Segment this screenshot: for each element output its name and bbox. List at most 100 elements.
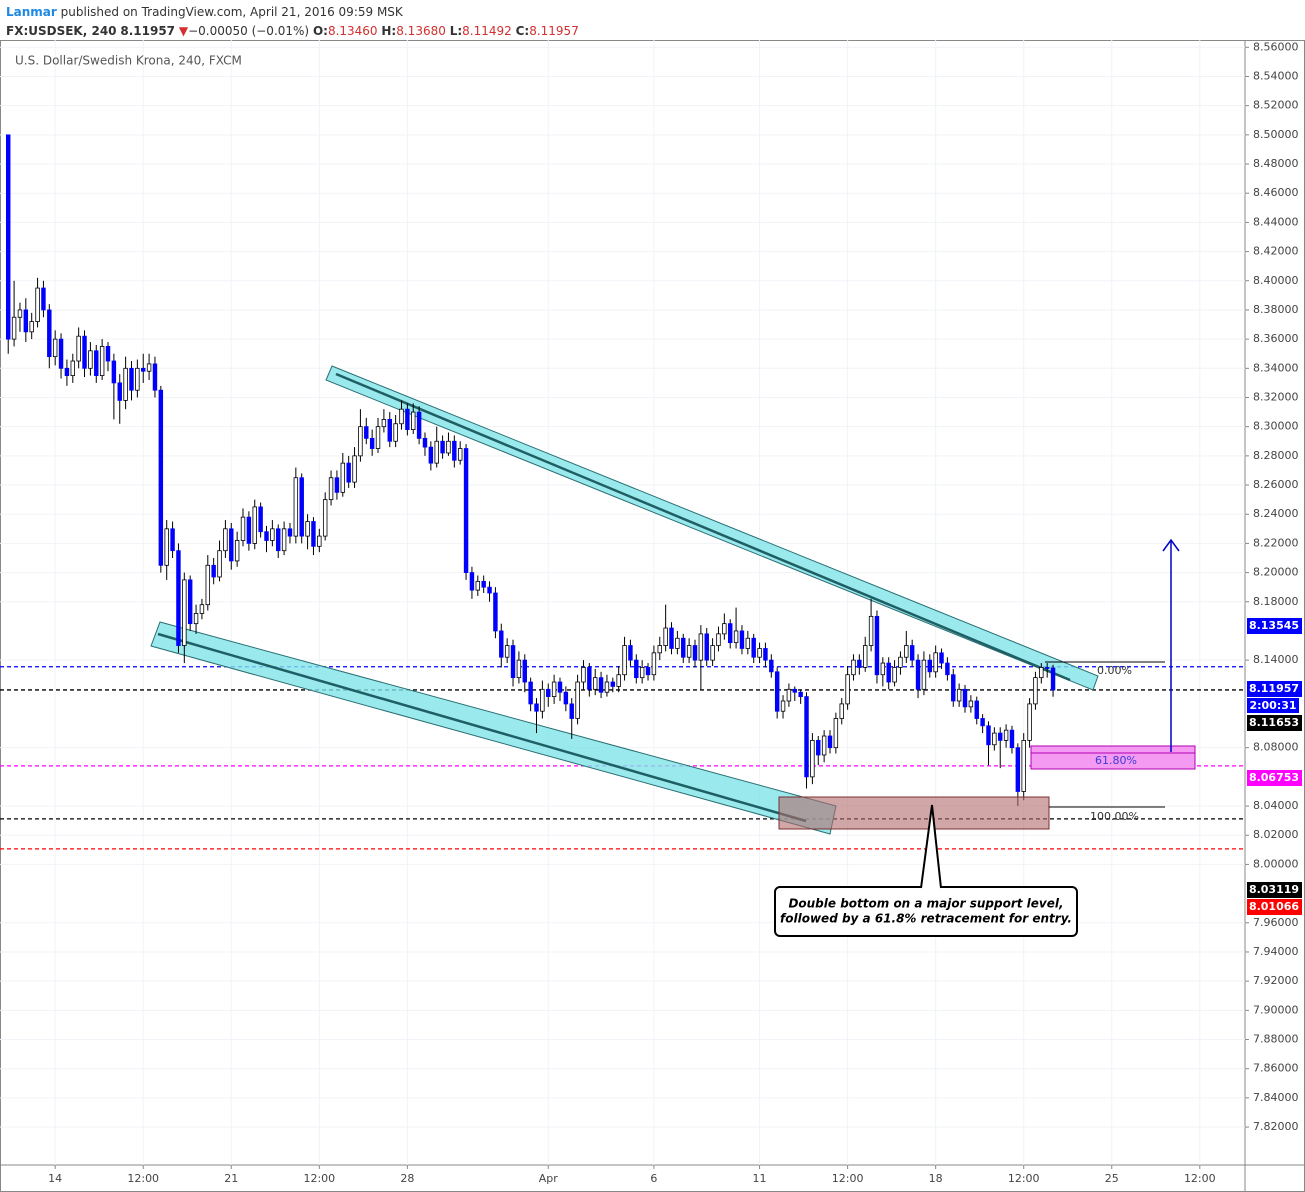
candle-body xyxy=(516,659,522,679)
candle-body xyxy=(146,363,152,372)
candle-body xyxy=(986,725,991,746)
l-value: 8.11492 xyxy=(462,24,512,38)
candle-body xyxy=(669,627,674,649)
y-tick-label: 8.22000 xyxy=(1253,536,1299,549)
candle-body xyxy=(698,633,704,661)
candle-body xyxy=(727,623,733,644)
candle-body xyxy=(845,674,850,705)
candle-body xyxy=(88,350,93,369)
c-label: C: xyxy=(515,24,530,38)
candle-body xyxy=(551,681,557,698)
candle-body xyxy=(692,645,698,661)
candle-body xyxy=(810,739,815,778)
candle-body xyxy=(29,321,34,333)
candle-body xyxy=(504,645,510,658)
candle-body xyxy=(510,645,516,679)
candle-body xyxy=(381,418,387,428)
fib-label: 100.00% xyxy=(1090,810,1139,823)
candle-body xyxy=(223,528,228,552)
price-label: 8.03119 xyxy=(1249,883,1299,896)
y-tick-label: 7.84000 xyxy=(1253,1091,1299,1104)
h-value: 8.13680 xyxy=(396,24,446,38)
candle-body xyxy=(598,677,604,693)
candle-body xyxy=(581,667,586,683)
candle-body xyxy=(364,426,369,439)
candle-body xyxy=(70,360,76,377)
candle-body xyxy=(123,367,128,401)
o-label: O: xyxy=(312,24,328,38)
candle-body xyxy=(346,462,351,483)
c-value: 8.11957 xyxy=(529,24,579,38)
y-tick-label: 8.50000 xyxy=(1253,128,1299,141)
candle-body xyxy=(276,528,281,552)
candle-body xyxy=(886,662,891,683)
candle-body xyxy=(798,691,803,698)
candle-body xyxy=(82,335,87,369)
change: −0.00050 (−0.01%) xyxy=(188,24,310,38)
countdown: 2:00:31 xyxy=(1249,699,1296,712)
candle-body xyxy=(1021,739,1026,792)
candle-body xyxy=(317,535,322,547)
candle-body xyxy=(311,521,316,547)
author[interactable]: Lanmar xyxy=(6,5,57,19)
candle-body xyxy=(645,667,651,676)
candle-body xyxy=(857,659,862,668)
lower-trendline xyxy=(157,632,807,823)
candle-body xyxy=(974,700,979,719)
candle-body xyxy=(340,462,346,493)
candle-body xyxy=(722,623,727,635)
candle-body xyxy=(422,437,428,448)
candle-body xyxy=(399,408,404,425)
candle-body xyxy=(710,645,715,661)
candle-body xyxy=(105,346,111,362)
price-label: 8.13545 xyxy=(1249,619,1299,632)
candle-body xyxy=(992,732,997,746)
y-tick-label: 7.88000 xyxy=(1253,1033,1299,1046)
candle-body xyxy=(751,637,756,658)
candle-body xyxy=(592,677,598,690)
symbol: FX:USDSEK, 240 xyxy=(6,24,117,38)
candle-body xyxy=(1003,729,1009,741)
y-tick-label: 8.38000 xyxy=(1253,303,1299,316)
y-tick-label: 7.94000 xyxy=(1253,945,1299,958)
candle-body xyxy=(64,367,70,377)
price-label-bg xyxy=(1247,882,1302,898)
candle-body xyxy=(375,426,381,449)
candle-body xyxy=(487,586,492,594)
candle-body xyxy=(23,309,29,333)
candle-body xyxy=(604,681,610,693)
price-label: 8.01066 xyxy=(1249,900,1299,913)
candle-body xyxy=(804,696,809,778)
x-tick-label: 12:00 xyxy=(1008,1172,1040,1185)
candle-body xyxy=(821,735,827,756)
candle-body xyxy=(546,688,551,698)
candle-body xyxy=(1009,729,1015,749)
candle-body xyxy=(909,645,915,661)
y-tick-label: 8.46000 xyxy=(1253,186,1299,199)
entry-zone xyxy=(1030,745,1196,770)
candle-body xyxy=(980,718,985,727)
candle-body xyxy=(158,389,164,566)
y-tick-label: 8.18000 xyxy=(1253,595,1299,608)
price-label: 8.11957 xyxy=(1249,682,1299,695)
candle-body xyxy=(387,418,392,442)
y-tick-label: 8.42000 xyxy=(1253,245,1299,258)
candle-body xyxy=(76,335,81,362)
y-tick-label: 8.56000 xyxy=(1253,40,1299,53)
candle-body xyxy=(704,633,709,661)
candle-body xyxy=(1027,703,1032,741)
candle-body xyxy=(481,580,486,588)
candle-body xyxy=(328,477,334,501)
candle-body xyxy=(534,703,539,712)
candle-body xyxy=(393,423,398,442)
candle-body xyxy=(99,346,105,377)
candle-body xyxy=(862,645,868,668)
candle-body xyxy=(663,627,668,646)
y-tick-label: 8.14000 xyxy=(1253,653,1299,666)
candle-body xyxy=(563,691,569,705)
o-value: 8.13460 xyxy=(327,24,378,38)
candle-body xyxy=(587,667,592,690)
published: published on TradingView.com, April 21, … xyxy=(60,5,403,19)
candle-body xyxy=(35,287,40,323)
